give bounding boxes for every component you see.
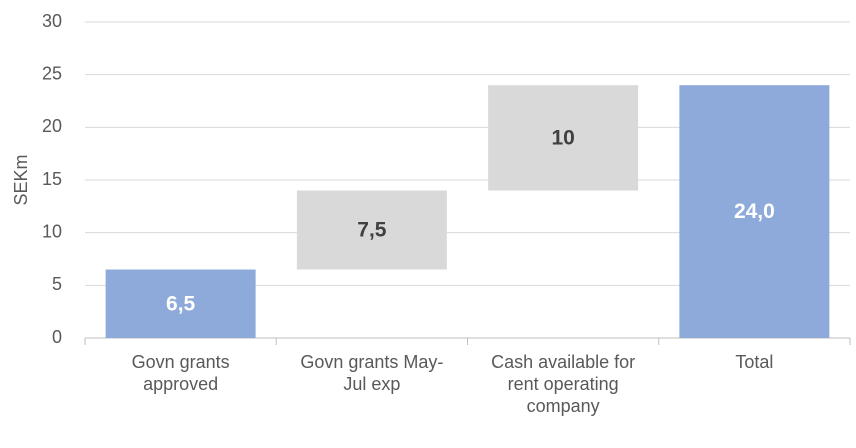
data-label: 7,5 [357, 219, 387, 242]
x-tick-label: Jul exp [343, 374, 400, 394]
x-tick-label: Govn grants [132, 352, 230, 372]
y-tick-label: 25 [42, 63, 62, 83]
y-tick-label: 10 [42, 221, 62, 241]
x-tick-label: company [527, 396, 600, 416]
bar [679, 85, 830, 338]
y-tick-label: 0 [52, 327, 62, 347]
x-tick-label: Total [735, 352, 773, 372]
data-label: 10 [551, 126, 574, 149]
y-tick-label: 30 [42, 11, 62, 31]
x-tick-label: approved [143, 374, 218, 394]
data-label: 6,5 [166, 292, 196, 315]
y-tick-label: 20 [42, 116, 62, 136]
y-axis-label: SEKm [11, 154, 31, 205]
bar [296, 190, 447, 270]
data-label: 24,0 [734, 200, 775, 223]
y-tick-label: 5 [52, 274, 62, 294]
x-tick-label: Cash available for [491, 352, 635, 372]
x-tick-label: rent operating [508, 374, 619, 394]
bar [488, 85, 639, 191]
x-tick-label: Govn grants May- [300, 352, 443, 372]
bar [105, 269, 256, 338]
y-tick-label: 15 [42, 169, 62, 189]
